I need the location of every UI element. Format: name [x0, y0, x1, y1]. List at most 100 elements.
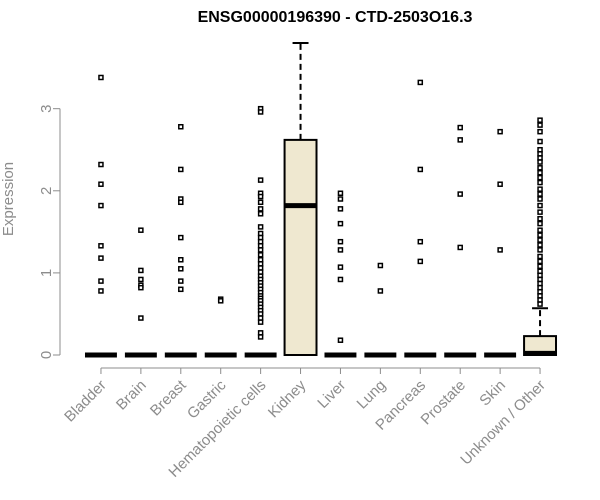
outlier-point	[98, 288, 104, 294]
outlier-point	[178, 199, 184, 206]
outlier-point	[457, 244, 463, 251]
outlier-point	[178, 278, 184, 284]
x-tick-label: Prostate	[418, 377, 470, 429]
outlier-point	[417, 79, 424, 86]
box-3	[204, 296, 237, 358]
outlier-point	[337, 196, 344, 202]
x-tick-label: Lung	[354, 377, 390, 413]
y-tick-label: 2	[38, 187, 55, 195]
outlier-point	[537, 258, 543, 265]
box-7	[364, 262, 397, 358]
box-8	[404, 79, 437, 358]
outlier-point	[537, 196, 543, 202]
outlier-point	[537, 227, 543, 233]
outlier-point	[537, 220, 543, 227]
box-2	[164, 123, 197, 358]
outlier-point	[98, 74, 104, 81]
outlier-point	[337, 247, 344, 253]
outlier-point	[537, 186, 543, 192]
outlier-point	[337, 264, 344, 270]
outlier-point	[537, 209, 543, 215]
outlier-point	[537, 253, 543, 260]
outlier-point	[497, 128, 503, 135]
y-tick-label: 1	[38, 269, 55, 277]
outlier-point	[337, 337, 344, 343]
box-0	[84, 74, 117, 358]
x-tick-label: Bladder	[61, 377, 110, 426]
outlier-point	[257, 206, 264, 212]
outlier-point	[537, 237, 543, 243]
y-tick-label: 3	[38, 105, 55, 113]
box-10	[484, 128, 517, 358]
y-tick-label: 0	[38, 351, 55, 359]
outlier-point	[138, 276, 144, 283]
box-6	[324, 190, 357, 358]
outlier-point	[537, 242, 543, 248]
x-tick-label: Kidney	[265, 376, 310, 421]
outlier-point	[537, 122, 543, 128]
box-iqr	[283, 138, 318, 356]
outlier-point	[98, 181, 104, 187]
outlier-point	[98, 161, 104, 168]
box-4	[244, 105, 277, 358]
outlier-point	[257, 224, 264, 230]
outlier-point	[417, 258, 424, 265]
outlier-point	[537, 128, 543, 135]
y-axis-label: Expression	[0, 162, 17, 236]
box-5	[283, 42, 318, 356]
outlier-point	[257, 252, 264, 258]
outlier-point	[537, 301, 543, 307]
outlier-point	[257, 247, 264, 253]
box-group	[84, 42, 558, 358]
outlier-point	[537, 138, 543, 145]
outlier-point	[257, 199, 264, 206]
outlier-point	[377, 262, 384, 269]
outlier-point	[257, 109, 264, 115]
outlier-point	[178, 266, 184, 272]
x-tick-label: Breast	[147, 376, 190, 419]
outlier-point	[337, 190, 344, 197]
outlier-point	[537, 169, 543, 176]
outlier-point	[537, 179, 543, 186]
outlier-point	[178, 166, 184, 173]
outlier-point	[337, 220, 344, 227]
outlier-point	[98, 278, 104, 284]
outlier-point	[178, 286, 184, 293]
x-tick-label: Brain	[113, 377, 150, 414]
box-9	[444, 124, 477, 358]
outlier-point	[457, 191, 463, 197]
y-axis: 0 1 2 3	[38, 105, 61, 359]
outlier-point	[537, 159, 543, 165]
outlier-point	[497, 181, 503, 187]
outlier-point	[98, 243, 104, 249]
outlier-point	[138, 267, 144, 274]
outlier-point	[537, 174, 543, 181]
outlier-point	[337, 206, 344, 212]
outlier-point	[138, 284, 144, 291]
outlier-point	[537, 232, 543, 238]
outlier-point	[98, 202, 104, 209]
chart-title: ENSG00000196390 - CTD-2503O16.3	[198, 9, 473, 26]
outlier-point	[257, 193, 264, 200]
outlier-point	[537, 117, 543, 123]
x-tick-label: Skin	[476, 377, 509, 410]
box-11	[523, 117, 558, 356]
outlier-point	[497, 247, 503, 253]
outlier-point	[337, 276, 344, 283]
outlier-point	[257, 211, 264, 217]
outlier-point	[457, 124, 463, 131]
box-1	[124, 227, 157, 358]
outlier-point	[537, 215, 543, 222]
outlier-point	[178, 234, 184, 241]
outlier-point	[537, 247, 543, 253]
x-tick-label: Liver	[314, 377, 349, 412]
outlier-point	[138, 227, 144, 233]
outlier-point	[337, 238, 344, 245]
outlier-point	[537, 263, 543, 270]
outlier-point	[257, 319, 264, 325]
outlier-point	[537, 202, 543, 209]
outlier-point	[98, 255, 104, 261]
outlier-point	[537, 165, 543, 171]
